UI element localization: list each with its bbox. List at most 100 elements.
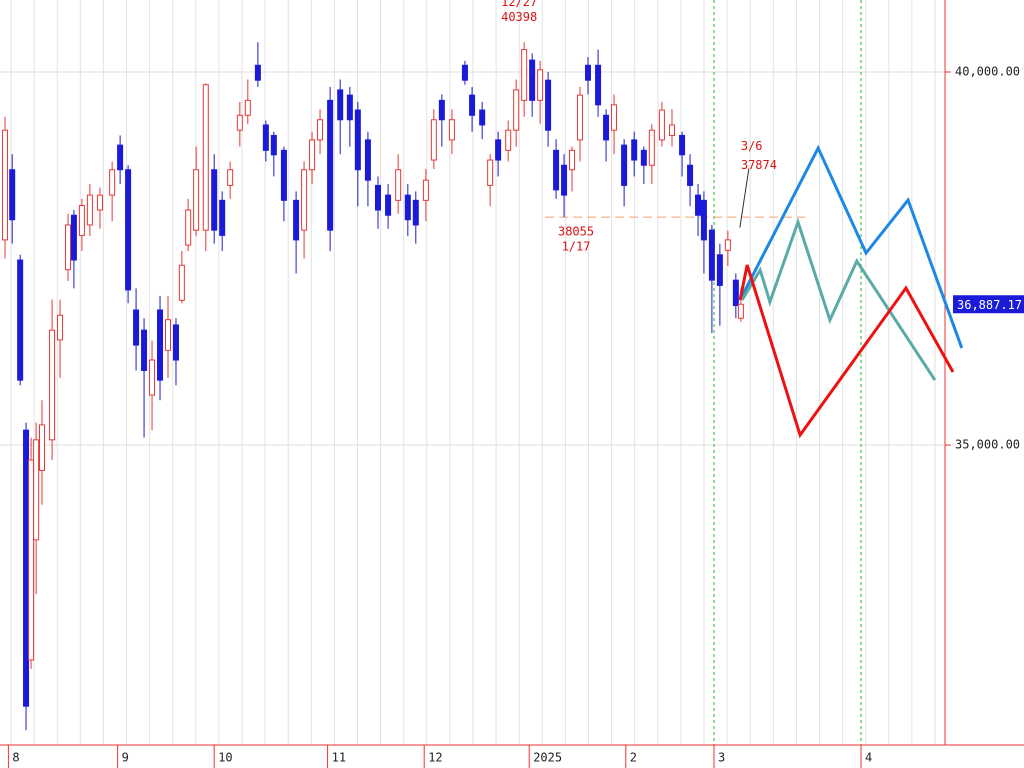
candle-body	[141, 329, 148, 371]
candle-body	[737, 303, 744, 319]
candle-body	[648, 129, 655, 166]
candle-body	[687, 164, 694, 186]
candle-body	[65, 224, 72, 271]
x-tick-label: 11	[332, 751, 346, 765]
projection-line	[738, 264, 955, 439]
candle-body	[337, 89, 344, 121]
candle-body	[202, 84, 209, 231]
candle-body	[301, 169, 308, 231]
candle-body	[165, 319, 171, 351]
candle-body	[57, 314, 64, 341]
candle-body	[505, 129, 512, 151]
x-tick-label: 4	[865, 751, 872, 765]
candle-body	[708, 229, 715, 281]
candle-body	[9, 169, 16, 221]
candle-body	[17, 259, 24, 381]
candle-body	[569, 149, 576, 171]
annotation-value: 37874	[741, 158, 777, 172]
candle-body	[86, 194, 93, 226]
candle-body	[479, 109, 486, 126]
candle-body	[513, 89, 520, 131]
candle-body	[487, 159, 494, 186]
candle-body	[125, 169, 132, 291]
candle-body	[537, 69, 544, 101]
candle-body	[109, 169, 116, 196]
candle-body	[219, 199, 226, 236]
candle-body	[185, 209, 192, 246]
y-tick-label: 35,000.00	[955, 438, 1020, 452]
projection-line	[738, 144, 964, 349]
candle-body	[317, 119, 324, 141]
candle-body	[603, 114, 610, 141]
candle-body	[133, 309, 140, 346]
candle-body	[280, 149, 287, 201]
x-tick-label: 2025	[533, 751, 562, 765]
candle-body	[700, 199, 707, 241]
candle-body	[244, 99, 251, 116]
candle-body	[395, 169, 402, 201]
candle-body	[529, 59, 536, 101]
candle-body	[412, 199, 419, 226]
candle-body	[585, 64, 591, 81]
x-tick-label: 3	[718, 751, 725, 765]
candle-body	[39, 424, 45, 471]
x-tick-label: 12	[428, 751, 442, 765]
candle-body	[595, 64, 602, 106]
candle-body	[364, 139, 371, 181]
candle-body	[521, 49, 528, 101]
candle-body	[227, 169, 234, 186]
candle-body	[611, 104, 618, 131]
candle-body	[732, 279, 739, 307]
candle-body	[254, 64, 261, 81]
candle-body	[631, 139, 638, 161]
annotation-leader	[739, 168, 750, 228]
annotation-date: 1/17	[562, 240, 591, 254]
annotation-date: 12/27	[501, 0, 537, 9]
candle-body	[561, 164, 568, 196]
candle-body	[669, 124, 675, 136]
candle-body	[23, 429, 30, 707]
candle-body	[724, 239, 731, 251]
candle-body	[309, 139, 316, 171]
candle-body	[149, 359, 156, 396]
candle-body	[157, 309, 164, 381]
candle-body	[262, 124, 269, 151]
candle-body	[577, 94, 584, 141]
candle-body	[495, 139, 502, 161]
last-price-tag	[953, 295, 1024, 314]
annotation-date: 3/6	[741, 139, 763, 153]
candle-body	[117, 144, 124, 171]
candle-body	[422, 179, 429, 201]
projection-line	[740, 217, 937, 381]
candle-body	[461, 64, 468, 81]
candle-body	[354, 109, 361, 171]
y-tick-label: 40,000.00	[955, 65, 1020, 79]
candle-body	[346, 94, 353, 121]
x-tick-label: 8	[12, 751, 19, 765]
candle-body	[448, 119, 455, 141]
candle-body	[78, 205, 85, 236]
candle-body	[28, 459, 35, 661]
candle-body	[640, 149, 647, 166]
x-tick-label: 2	[630, 751, 637, 765]
candle-body	[2, 129, 9, 241]
candle-body	[469, 94, 476, 116]
candle-body	[96, 194, 103, 211]
candle-body	[658, 109, 665, 141]
candle-body	[553, 149, 560, 191]
candle-body	[430, 119, 437, 161]
candle-body	[178, 264, 185, 301]
annotation-value: 38055	[558, 225, 594, 239]
candle-body	[33, 439, 40, 541]
candle-body	[695, 194, 702, 216]
candle-body	[172, 324, 179, 361]
candle-body	[716, 254, 723, 286]
candle-body	[621, 144, 628, 186]
annotation-value: 40398	[501, 10, 537, 24]
candle-body	[70, 214, 77, 261]
candle-body	[385, 194, 392, 216]
candle-body	[236, 114, 243, 131]
